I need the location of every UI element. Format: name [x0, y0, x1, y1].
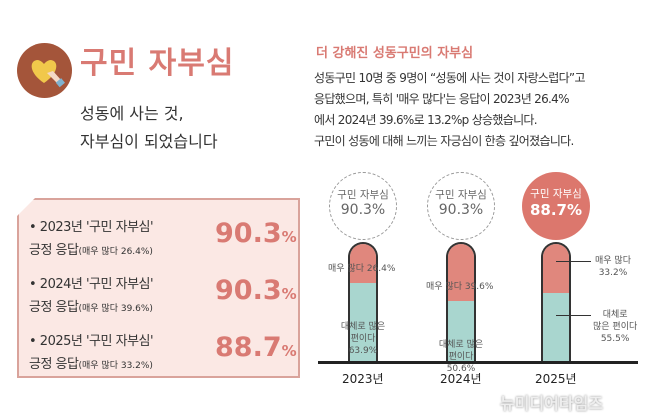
value-number: 90.3: [215, 218, 282, 249]
description-line: 구민이 성동에 대해 느끼는 자긍심이 한층 깊어졌습니다.: [314, 134, 574, 148]
watermark: 뉴미디어타임즈: [500, 394, 604, 413]
total-circle: 구민 자부심 90.3%: [427, 172, 495, 240]
row-label: 긍정 응답: [29, 300, 79, 315]
row-note: (매우 많다 39.6%): [78, 304, 153, 314]
value-unit: %: [281, 342, 297, 360]
bar-segment-very: [448, 244, 474, 302]
value-number: 90.3: [215, 275, 282, 306]
bar-label-mostly: 대체로 많은 편이다 55.5%: [593, 310, 638, 345]
description-line: 성동구민 10명 중 9명이 “성동에 사는 것이 자랑스럽다”고: [314, 71, 585, 85]
row-label: 긍정 응답: [29, 243, 79, 258]
row-heading: • 2023년 '구민 자부심': [29, 220, 154, 235]
summary-row: • 2025년 '구민 자부심' 긍정 응답(매우 많다 33.2%): [29, 330, 154, 372]
bar: [446, 242, 476, 363]
bar-label-very: 매우 많다 26.4%: [328, 264, 396, 275]
total-value: 90.3%: [340, 202, 386, 218]
summary-row: • 2024년 '구민 자부심' 긍정 응답(매우 많다 39.6%): [29, 273, 154, 315]
row-heading: • 2025년 '구민 자부심': [29, 334, 154, 349]
summary-value: 90.3%: [215, 275, 297, 306]
section-title: 더 강해진 성동구민의 자부심: [316, 46, 474, 61]
bar-segment-very: [543, 244, 569, 294]
bar-label-very: 매우 많다 39.6%: [426, 282, 494, 293]
bar: [348, 242, 378, 363]
total-circle: 구민 자부심 90.3%: [329, 172, 397, 240]
leader-line: [556, 261, 591, 263]
description-line: 응답했으며, 특히 '매우 많다'는 응답이 2023년 26.4%: [314, 92, 570, 106]
total-label: 구민 자부심: [435, 189, 487, 201]
row-heading: • 2024년 '구민 자부심': [29, 277, 154, 292]
x-axis: [318, 361, 638, 364]
total-value: 88.7%: [529, 201, 583, 219]
bar: [541, 242, 571, 363]
x-tick-label: 2023년: [342, 372, 384, 386]
total-value: 90.3%: [438, 202, 484, 218]
bar-label-mostly: 대체로 많은 편이다 63.9%: [340, 322, 386, 357]
value-unit: %: [281, 285, 297, 303]
total-label: 구민 자부심: [337, 189, 389, 201]
page-title: 구민 자부심: [80, 46, 235, 81]
x-tick-label: 2024년: [440, 372, 482, 386]
bar-label-mostly: 대체로 많은 편이다 50.6%: [438, 340, 484, 375]
description: 성동구민 10명 중 9명이 “성동에 사는 것이 자랑스럽다”고 응답했으며,…: [314, 68, 585, 152]
row-note: (매우 많다 33.2%): [78, 361, 153, 371]
summary-value: 90.3%: [215, 218, 297, 249]
summary-card: • 2023년 '구민 자부심' 긍정 응답(매우 많다 26.4%) 90.3%…: [17, 198, 300, 378]
leader-line: [556, 315, 591, 317]
row-label: 긍정 응답: [29, 357, 79, 372]
value-unit: %: [281, 228, 297, 246]
description-line: 에서 2024년 39.6%로 13.2%p 상승했습니다.: [314, 113, 538, 127]
subtitle-line: 성동에 사는 것,: [80, 104, 184, 123]
card-fold: [17, 198, 35, 216]
subtitle-line: 자부심이 되었습니다: [80, 132, 218, 151]
summary-value: 88.7%: [215, 332, 297, 363]
value-number: 88.7: [215, 332, 282, 363]
total-circle: 구민 자부심 88.7%: [522, 172, 590, 240]
total-label: 구민 자부심: [530, 188, 582, 200]
heart-hand-icon: [17, 43, 72, 98]
x-tick-label: 2025년: [535, 372, 577, 386]
summary-row: • 2023년 '구민 자부심' 긍정 응답(매우 많다 26.4%): [29, 216, 154, 258]
row-note: (매우 많다 26.4%): [78, 247, 153, 257]
bar-segment-very: [350, 244, 376, 284]
bar-label-very: 매우 많다 33.2%: [595, 256, 631, 279]
